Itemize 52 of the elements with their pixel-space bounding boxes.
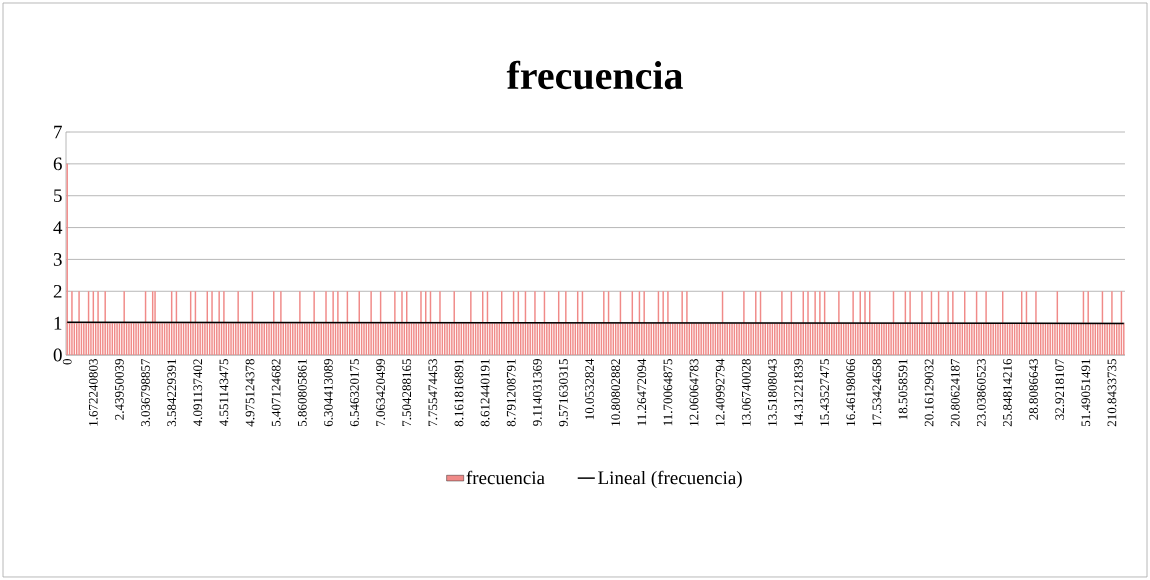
x-tick-label: 9.114031369 [532,359,542,426]
x-tick-label: 18.5058591 [898,359,908,420]
x-tick-label: 9.571630315 [559,359,568,427]
x-tick-label: 1.672240803 [88,359,98,426]
x-tick-label: 20.16129032 [924,359,934,427]
x-tick-label: 4.091137402 [193,359,203,427]
x-tick-label: 15.43527475 [820,359,830,426]
x-tick-label: 8.161816891 [454,359,464,427]
x-tick-label: 210.8433735 [1107,359,1117,427]
x-tick-label: 8.791208791 [506,359,516,427]
x-tick-label: 12.06064783 [689,359,699,426]
x-tick-label: 6.304413089 [323,359,333,427]
x-tick-label: 32.9218107 [1055,358,1065,420]
x-tick-label: 25.84814216 [1003,358,1012,427]
x-tick-label: 11.70064875 [663,359,673,426]
x-tick-label: 13.06740028 [741,359,751,426]
x-tick-label: 7.504288165 [402,359,412,426]
legend-label: frecuencia [466,470,545,485]
x-tick-label: 0 [62,359,72,365]
y-tick-label: 3 [53,253,62,266]
x-tick-label: 5.860805861 [297,359,307,427]
legend-label: Lineal (frecuencia) [598,470,742,489]
x-tick-label: 4.551143475 [219,359,229,427]
x-tick-label: 11.26472094 [637,358,647,426]
y-tick-label: 7 [54,125,62,139]
chart-title: frecuencia [506,60,683,90]
x-tick-label: 8.612440191 [480,359,490,427]
x-tick-label: 28.8086643 [1029,359,1038,420]
x-tick-label: 7.063420499 [376,359,386,426]
x-tick-label: 10.80802882 [611,359,621,426]
x-tick-label: 10.0532824 [585,358,594,420]
x-tick-label: 14.31221839 [794,359,803,426]
x-tick-label: 23.03860523 [976,359,986,427]
x-tick-label: 51.49051491 [1081,359,1091,427]
x-tick-label: 12.40992794 [715,358,725,426]
y-tick-label: 2 [53,284,62,298]
x-tick-label: 13.51808043 [767,359,777,426]
x-tick-label: 16.46198066 [846,358,856,426]
x-tick-label: 5.407124682 [271,359,281,427]
x-tick-label: 2.43950039 [115,359,124,420]
y-tick-label: 0 [53,348,62,362]
y-tick-label: 4 [53,221,63,234]
y-tick-label: 1 [54,316,62,330]
x-tick-label: 3.584229391 [167,359,177,427]
x-tick-label: 4.975124378 [245,359,255,427]
x-tick-label: 20.80624187 [950,358,960,427]
x-tick-label: 3.036798857 [141,358,150,427]
y-tick-label: 6 [53,157,62,171]
x-tick-label: 17.53424658 [872,359,882,426]
y-tick-label: 5 [54,189,62,203]
x-tick-label: 6.546320175 [350,359,359,427]
x-tick-label: 7.755474453 [428,359,438,426]
